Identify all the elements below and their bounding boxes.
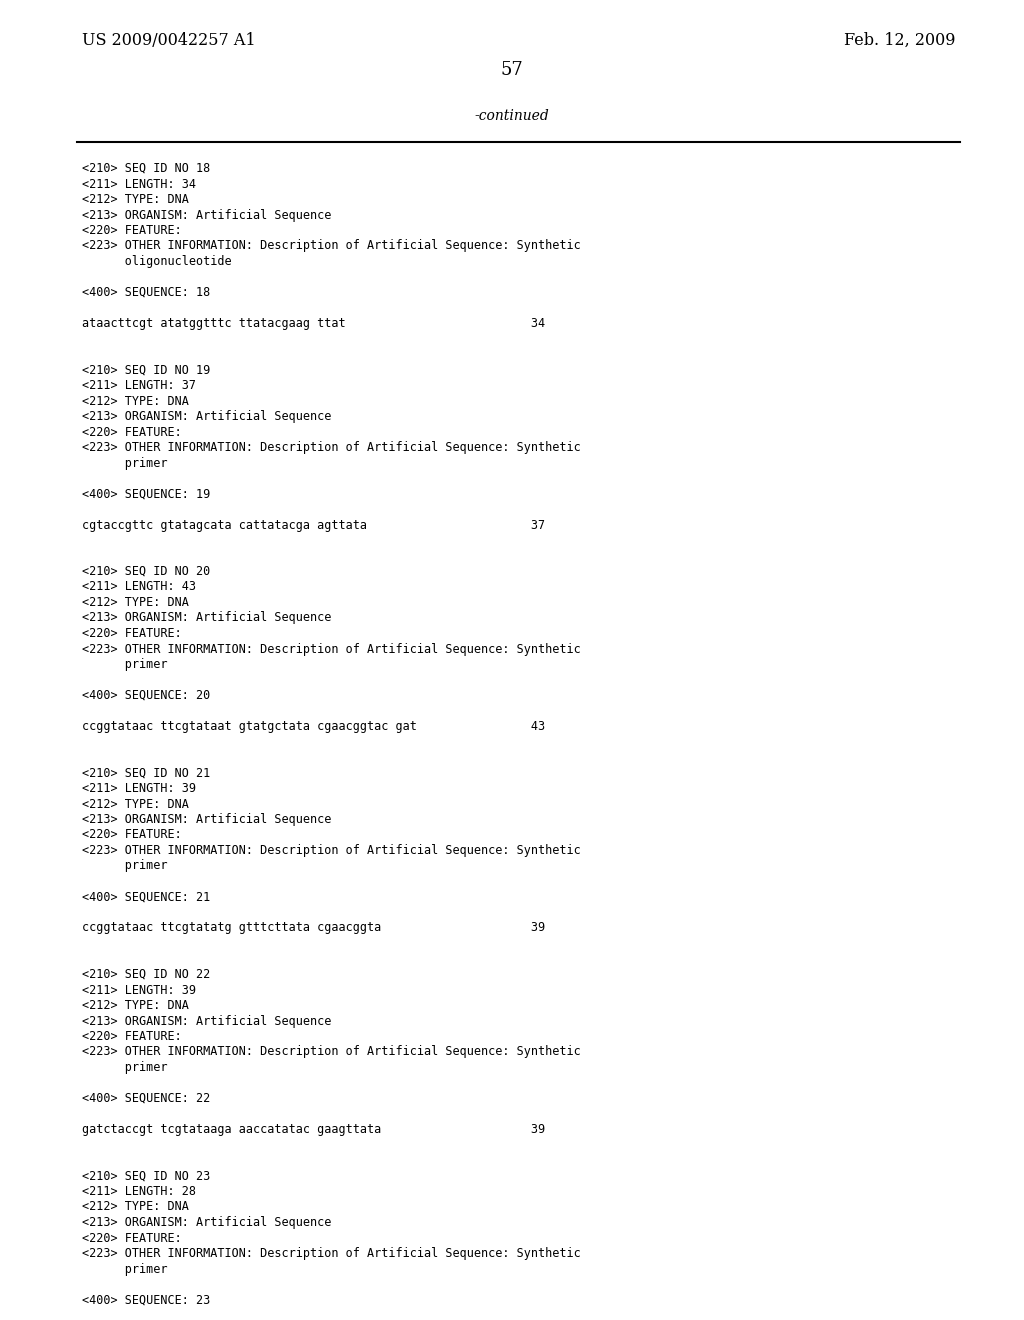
Text: <210> SEQ ID NO 20: <210> SEQ ID NO 20 [82,565,210,578]
Text: <220> FEATURE:: <220> FEATURE: [82,829,181,842]
Text: US 2009/0042257 A1: US 2009/0042257 A1 [82,32,256,49]
Text: cgtaccgttc gtatagcata cattatacga agttata                       37: cgtaccgttc gtatagcata cattatacga agttata… [82,519,545,532]
Text: ataacttcgt atatggtttc ttatacgaag ttat                          34: ataacttcgt atatggtttc ttatacgaag ttat 34 [82,317,545,330]
Text: <220> FEATURE:: <220> FEATURE: [82,1232,181,1245]
Text: ccggtataac ttcgtatatg gtttcttata cgaacggta                     39: ccggtataac ttcgtatatg gtttcttata cgaacgg… [82,921,545,935]
Text: <400> SEQUENCE: 23: <400> SEQUENCE: 23 [82,1294,210,1307]
Text: primer: primer [82,1061,168,1074]
Text: <212> TYPE: DNA: <212> TYPE: DNA [82,597,188,609]
Text: oligonucleotide: oligonucleotide [82,255,231,268]
Text: <400> SEQUENCE: 22: <400> SEQUENCE: 22 [82,1092,210,1105]
Text: <211> LENGTH: 37: <211> LENGTH: 37 [82,379,196,392]
Text: <213> ORGANISM: Artificial Sequence: <213> ORGANISM: Artificial Sequence [82,1216,332,1229]
Text: <210> SEQ ID NO 18: <210> SEQ ID NO 18 [82,162,210,176]
Text: <400> SEQUENCE: 18: <400> SEQUENCE: 18 [82,286,210,300]
Text: <210> SEQ ID NO 23: <210> SEQ ID NO 23 [82,1170,210,1183]
Text: primer: primer [82,1262,168,1275]
Text: primer: primer [82,859,168,873]
Text: <211> LENGTH: 39: <211> LENGTH: 39 [82,983,196,997]
Text: <213> ORGANISM: Artificial Sequence: <213> ORGANISM: Artificial Sequence [82,209,332,222]
Text: <212> TYPE: DNA: <212> TYPE: DNA [82,193,188,206]
Text: <220> FEATURE:: <220> FEATURE: [82,627,181,640]
Text: <223> OTHER INFORMATION: Description of Artificial Sequence: Synthetic: <223> OTHER INFORMATION: Description of … [82,1045,581,1059]
Text: <220> FEATURE:: <220> FEATURE: [82,224,181,238]
Text: 57: 57 [501,61,523,79]
Text: <213> ORGANISM: Artificial Sequence: <213> ORGANISM: Artificial Sequence [82,813,332,826]
Text: <223> OTHER INFORMATION: Description of Artificial Sequence: Synthetic: <223> OTHER INFORMATION: Description of … [82,441,581,454]
Text: <211> LENGTH: 28: <211> LENGTH: 28 [82,1185,196,1199]
Text: <223> OTHER INFORMATION: Description of Artificial Sequence: Synthetic: <223> OTHER INFORMATION: Description of … [82,1247,581,1261]
Text: <220> FEATURE:: <220> FEATURE: [82,425,181,438]
Text: <211> LENGTH: 39: <211> LENGTH: 39 [82,781,196,795]
Text: <210> SEQ ID NO 19: <210> SEQ ID NO 19 [82,363,210,376]
Text: <400> SEQUENCE: 20: <400> SEQUENCE: 20 [82,689,210,702]
Text: <223> OTHER INFORMATION: Description of Artificial Sequence: Synthetic: <223> OTHER INFORMATION: Description of … [82,843,581,857]
Text: <223> OTHER INFORMATION: Description of Artificial Sequence: Synthetic: <223> OTHER INFORMATION: Description of … [82,239,581,252]
Text: <212> TYPE: DNA: <212> TYPE: DNA [82,999,188,1012]
Text: <400> SEQUENCE: 19: <400> SEQUENCE: 19 [82,487,210,500]
Text: <211> LENGTH: 43: <211> LENGTH: 43 [82,581,196,594]
Text: <220> FEATURE:: <220> FEATURE: [82,1030,181,1043]
Text: <213> ORGANISM: Artificial Sequence: <213> ORGANISM: Artificial Sequence [82,1015,332,1027]
Text: <223> OTHER INFORMATION: Description of Artificial Sequence: Synthetic: <223> OTHER INFORMATION: Description of … [82,643,581,656]
Text: <210> SEQ ID NO 21: <210> SEQ ID NO 21 [82,767,210,780]
Text: <400> SEQUENCE: 21: <400> SEQUENCE: 21 [82,891,210,903]
Text: <210> SEQ ID NO 22: <210> SEQ ID NO 22 [82,968,210,981]
Text: gatctaccgt tcgtataaga aaccatatac gaagttata                     39: gatctaccgt tcgtataaga aaccatatac gaagtta… [82,1123,545,1137]
Text: <211> LENGTH: 34: <211> LENGTH: 34 [82,177,196,190]
Text: <213> ORGANISM: Artificial Sequence: <213> ORGANISM: Artificial Sequence [82,411,332,422]
Text: <212> TYPE: DNA: <212> TYPE: DNA [82,1200,188,1213]
Text: primer: primer [82,657,168,671]
Text: <212> TYPE: DNA: <212> TYPE: DNA [82,395,188,408]
Text: ccggtataac ttcgtataat gtatgctata cgaacggtac gat                43: ccggtataac ttcgtataat gtatgctata cgaacgg… [82,719,545,733]
Text: Feb. 12, 2009: Feb. 12, 2009 [844,32,955,49]
Text: -continued: -continued [475,110,549,123]
Text: primer: primer [82,457,168,470]
Text: <213> ORGANISM: Artificial Sequence: <213> ORGANISM: Artificial Sequence [82,611,332,624]
Text: <212> TYPE: DNA: <212> TYPE: DNA [82,797,188,810]
